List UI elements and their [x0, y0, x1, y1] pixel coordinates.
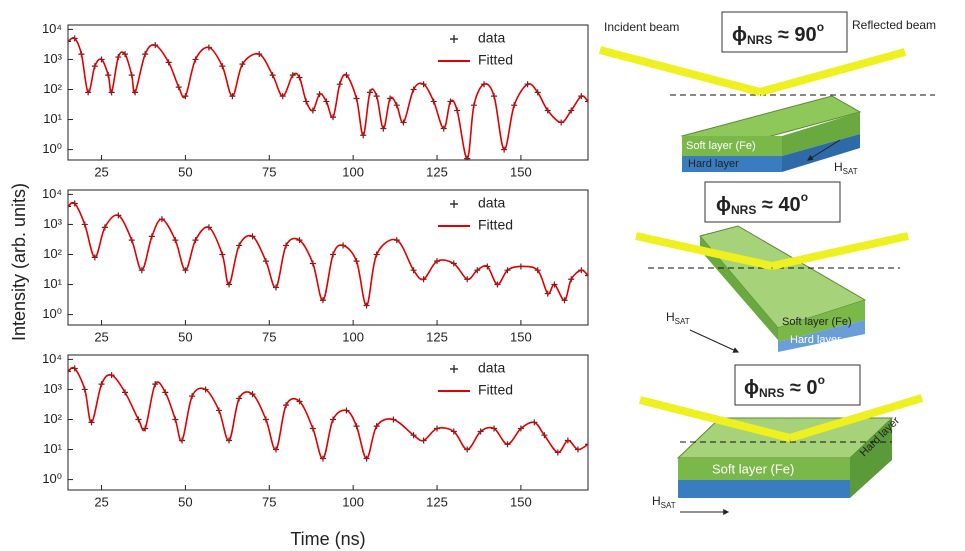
- soft-layer: [778, 300, 865, 342]
- x-tick-label: 150: [510, 164, 532, 179]
- y-tick-label: 10¹: [43, 111, 62, 126]
- data-point: [68, 38, 71, 45]
- x-tick-label: 25: [94, 329, 108, 344]
- x-tick-label: 100: [342, 494, 364, 509]
- plot-area: [68, 200, 588, 309]
- y-tick-label: 10²: [43, 411, 62, 426]
- legend-label: Fitted: [478, 52, 513, 68]
- x-tick-label: 125: [426, 329, 448, 344]
- y-tick-label: 10⁰: [42, 306, 62, 321]
- field-label: HSAT: [834, 160, 858, 176]
- legend-marker: [450, 365, 458, 373]
- legend-marker: [450, 35, 458, 43]
- x-tick-label: 100: [342, 329, 364, 344]
- diagram: Incident beam Reflected beam ϕNRS ≈ 90o …: [598, 11, 936, 515]
- soft-layer: [682, 136, 782, 156]
- x-tick-label: 75: [262, 329, 276, 344]
- y-tick-label: 10¹: [43, 441, 62, 456]
- angle-label: ϕNRS ≈ 90o: [732, 20, 824, 47]
- hard-layer: [678, 480, 850, 498]
- plot-frame: [67, 189, 589, 326]
- data-point: [585, 272, 588, 279]
- y-axis-label: Intensity (arb. units): [9, 183, 29, 341]
- field-label: HSAT: [652, 494, 676, 510]
- x-tick-label: 25: [94, 164, 108, 179]
- data-point: [585, 98, 588, 105]
- y-tick-label: 10⁰: [42, 471, 62, 486]
- data-point: [585, 441, 588, 448]
- legend-label: data: [478, 30, 505, 46]
- y-tick-label: 10⁴: [42, 351, 62, 366]
- y-tick-label: 10⁴: [42, 21, 62, 36]
- x-tick-label: 100: [342, 164, 364, 179]
- data-point: [68, 203, 71, 210]
- hard-side: [782, 134, 860, 172]
- field-label: HSAT: [666, 310, 690, 326]
- y-tick-label: 10²: [43, 246, 62, 261]
- legend-label: data: [478, 360, 505, 376]
- soft-side: [850, 418, 892, 498]
- hard-layer: [778, 320, 865, 352]
- x-tick-label: 150: [510, 494, 532, 509]
- x-tick-label: 50: [178, 494, 192, 509]
- angle-box: [734, 364, 861, 406]
- x-tick-label: 125: [426, 164, 448, 179]
- y-tick-label: 10³: [43, 381, 62, 396]
- angle-label: ϕNRS ≈ 40o: [716, 190, 808, 217]
- reflected-beam: [788, 394, 924, 442]
- reflected-beam-label: Reflected beam: [852, 18, 936, 32]
- x-tick-label: 125: [426, 494, 448, 509]
- y-tick-label: 10³: [43, 51, 62, 66]
- fit-line: [68, 366, 588, 460]
- incident-beam-label: Incident beam: [604, 20, 679, 34]
- x-tick-label: 25: [94, 494, 108, 509]
- data-point: [68, 368, 71, 375]
- reflected-beam: [758, 48, 907, 96]
- angle-box: [721, 11, 848, 53]
- legend-marker: [450, 200, 458, 208]
- fit-line: [68, 201, 588, 307]
- incident-beam: [598, 46, 762, 96]
- legend-label: Fitted: [478, 217, 513, 233]
- legend-label: Fitted: [478, 382, 513, 398]
- angle-box: [704, 181, 841, 223]
- x-tick-label: 75: [262, 164, 276, 179]
- x-tick-label: 50: [178, 164, 192, 179]
- fit-line: [68, 37, 588, 160]
- soft-layer: [678, 458, 850, 480]
- y-tick-label: 10⁰: [42, 141, 62, 156]
- plot-area: [68, 35, 588, 160]
- soft-side: [782, 112, 860, 156]
- incident-beam: [639, 396, 791, 442]
- y-tick-label: 10²: [43, 81, 62, 96]
- field-arrow: [806, 139, 841, 161]
- x-tick-label: 150: [510, 329, 532, 344]
- plot-frame: [67, 354, 589, 491]
- y-tick-label: 10¹: [43, 276, 62, 291]
- field-arrow: [689, 329, 740, 353]
- hard-layer: [682, 156, 782, 172]
- soft-layer-label: Soft layer (Fe): [712, 461, 794, 476]
- angle-label: ϕNRS ≈ 0o: [744, 373, 825, 400]
- plot-frame: [67, 24, 589, 161]
- reflected-beam: [771, 232, 909, 270]
- incident-beam: [635, 232, 773, 270]
- y-tick-label: 10⁴: [42, 186, 62, 201]
- hard-layer-label: Hard layer: [688, 158, 739, 170]
- x-tick-label: 75: [262, 494, 276, 509]
- x-axis-label: Time (ns): [290, 529, 365, 549]
- plot-area: [68, 365, 588, 462]
- soft-layer-label: Soft layer (Fe): [782, 316, 852, 328]
- legend-label: data: [478, 195, 505, 211]
- hard-layer-label: Hard layer: [790, 334, 841, 346]
- soft-layer-label: Soft layer (Fe): [686, 140, 756, 152]
- soft-side: [700, 236, 778, 340]
- x-tick-label: 50: [178, 329, 192, 344]
- y-tick-label: 10³: [43, 216, 62, 231]
